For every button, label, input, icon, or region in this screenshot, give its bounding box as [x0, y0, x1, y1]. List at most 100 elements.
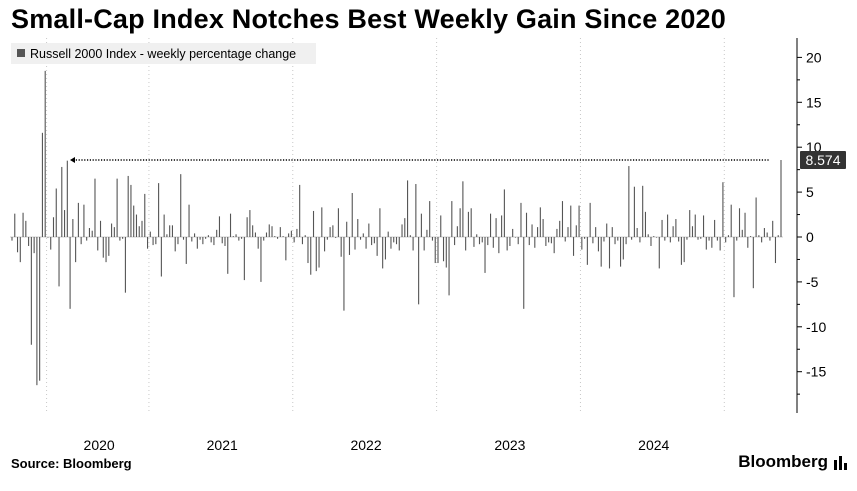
bar	[415, 184, 417, 237]
bar	[28, 237, 30, 246]
bar	[689, 210, 691, 237]
bar	[310, 237, 312, 275]
chart-title: Small-Cap Index Notches Best Weekly Gain…	[11, 4, 726, 34]
bar	[487, 237, 489, 246]
x-tick-label: 2020	[84, 437, 115, 453]
bar	[650, 237, 652, 246]
bar	[210, 237, 212, 243]
bar	[354, 237, 356, 250]
bar	[321, 207, 323, 237]
x-axis: 2020 2021 2022 2023 2024	[84, 437, 670, 453]
bar	[282, 236, 284, 237]
bar	[395, 237, 398, 245]
annotation: 8.574	[70, 151, 846, 170]
bar	[149, 231, 151, 237]
bar	[556, 228, 558, 237]
bar	[50, 237, 52, 250]
bar	[133, 205, 135, 237]
bar	[459, 208, 461, 237]
bar	[279, 227, 281, 237]
bar	[36, 237, 38, 386]
bar	[578, 205, 580, 237]
bar	[315, 237, 317, 272]
bar	[160, 237, 162, 277]
bar	[437, 237, 439, 264]
bar	[631, 237, 633, 240]
y-tick-label: 15	[806, 94, 822, 110]
bar	[597, 237, 599, 252]
bar	[561, 201, 564, 237]
bar	[774, 237, 777, 264]
bar	[664, 237, 666, 241]
bar	[194, 233, 196, 237]
y-tick-label: 20	[806, 49, 822, 65]
bar	[716, 237, 718, 241]
bar	[465, 237, 467, 251]
bar	[246, 217, 248, 237]
bar	[105, 237, 107, 263]
bar	[111, 223, 113, 237]
bar	[658, 237, 660, 269]
bar	[503, 189, 505, 237]
bar	[108, 237, 110, 256]
bar	[335, 237, 337, 238]
bar	[752, 237, 754, 289]
bar	[384, 237, 386, 260]
bar	[382, 237, 384, 269]
bar	[30, 237, 32, 345]
x-tick-label: 2024	[638, 437, 669, 453]
bar	[738, 208, 741, 237]
x-tick-label: 2022	[350, 437, 381, 453]
bar	[736, 237, 738, 241]
bar	[329, 227, 331, 237]
bar	[418, 237, 420, 305]
bar	[772, 220, 774, 237]
bar	[678, 237, 680, 242]
bar	[614, 237, 616, 245]
legend-swatch	[17, 49, 25, 57]
bar	[202, 237, 204, 245]
bar	[553, 237, 555, 254]
bar	[122, 237, 124, 239]
bar	[72, 219, 74, 237]
bar	[312, 210, 315, 237]
y-tick-label: -15	[806, 364, 826, 380]
bar	[177, 237, 179, 245]
bar	[525, 212, 528, 237]
bar	[171, 225, 173, 237]
bar	[697, 237, 699, 240]
bar	[224, 237, 226, 246]
source-note: Source: Bloomberg	[11, 456, 132, 471]
bar	[730, 204, 732, 237]
bar	[620, 237, 622, 267]
bar	[169, 225, 171, 237]
bar	[146, 237, 149, 249]
bar	[600, 237, 602, 267]
bar	[324, 237, 326, 252]
bar	[271, 226, 273, 237]
bar	[340, 237, 342, 257]
bar	[777, 235, 779, 237]
bar	[33, 237, 35, 254]
bar	[564, 237, 566, 242]
bar	[357, 219, 359, 237]
bar	[97, 237, 99, 251]
bar	[719, 237, 721, 251]
bar	[393, 237, 395, 243]
bar	[301, 237, 303, 245]
bar	[348, 237, 351, 255]
bar	[88, 228, 91, 237]
bar	[11, 237, 13, 241]
bar	[672, 226, 674, 237]
bar	[495, 218, 497, 237]
bar	[207, 235, 209, 237]
bar	[467, 211, 469, 237]
bar	[91, 230, 93, 237]
bar	[506, 237, 508, 251]
bar	[708, 237, 710, 241]
bar	[531, 224, 533, 237]
bar	[58, 237, 60, 287]
bar	[473, 237, 475, 247]
bar	[260, 237, 262, 282]
brand-logo: Bloomberg	[738, 452, 847, 472]
